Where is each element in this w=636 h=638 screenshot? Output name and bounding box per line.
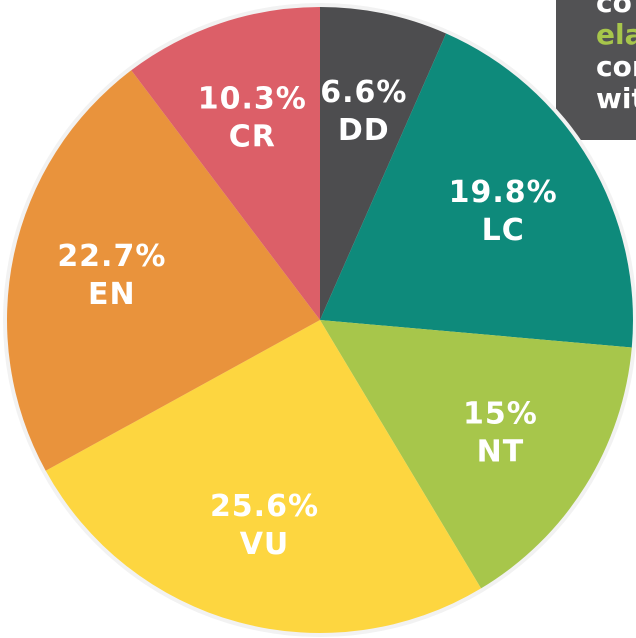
- value-label: 22.7%: [57, 239, 166, 274]
- chart: coelacorwit 6.6%DD 19.8%LC 15%NT 25.6%VU 22.…: [0, 0, 636, 638]
- category-label: NT: [477, 434, 525, 469]
- annotation-line: ela: [596, 18, 636, 51]
- value-label: 25.6%: [210, 489, 319, 524]
- page: {"chart_data": {"type": "pie", "categori…: [0, 0, 636, 638]
- value-label: 15%: [463, 396, 538, 431]
- category-label: EN: [88, 277, 136, 312]
- annotation: coelacorwit: [596, 0, 636, 115]
- category-label: VU: [240, 527, 290, 562]
- annotation-line: cor: [596, 50, 636, 83]
- category-label: DD: [338, 113, 390, 148]
- category-label: LC: [482, 213, 525, 248]
- annotation-line: wit: [596, 82, 636, 115]
- value-label: 10.3%: [198, 82, 307, 117]
- annotation-line: co: [596, 0, 632, 19]
- category-label: CR: [229, 120, 276, 155]
- value-label: 6.6%: [320, 75, 407, 110]
- value-label: 19.8%: [449, 175, 558, 210]
